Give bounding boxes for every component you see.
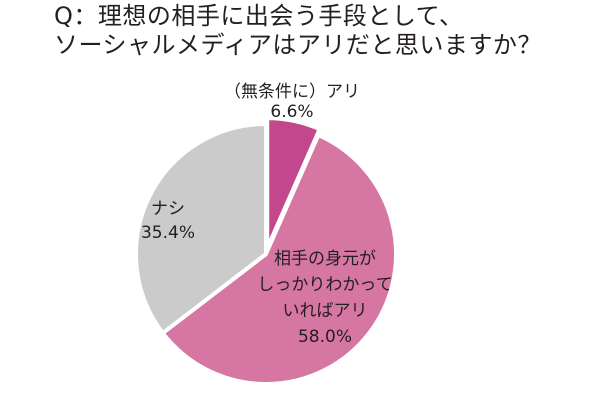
chart-title: Q：理想の相手に出会う手段として、 ソーシャルメディアはアリだと思いますか？	[54, 2, 542, 60]
pie-slice-2	[134, 122, 268, 336]
pie-slice-1	[160, 133, 398, 386]
chart-title-line-1: Q：理想の相手に出会う手段として、	[54, 2, 464, 30]
slice-value-label: 6.6%	[270, 102, 313, 122]
pie-slices	[134, 116, 398, 386]
slice-value-label: 35.4%	[141, 223, 195, 243]
slice-category-label: （無条件に）アリ	[224, 82, 360, 102]
pie-labels: （無条件に）アリ 6.6% 相手の身元がしっかりわかっていればアリ 58.0% ナシ 35…	[141, 82, 393, 347]
slice-label-1: 相手の身元がしっかりわかっていればアリ 58.0%	[257, 249, 392, 347]
slice-category-label: 相手の身元が	[274, 249, 376, 269]
slice-category-label: しっかりわかって	[257, 275, 392, 295]
slice-category-label: いればアリ	[283, 301, 368, 321]
chart-title-line-2: ソーシャルメディアはアリだと思いますか？	[54, 31, 542, 59]
pie-slice-0	[265, 116, 322, 251]
slice-value-label: 58.0%	[298, 327, 352, 347]
slice-category-label: ナシ	[151, 199, 185, 219]
slice-label-0: （無条件に）アリ 6.6%	[224, 82, 360, 122]
slice-label-2: ナシ 35.4%	[141, 199, 195, 243]
